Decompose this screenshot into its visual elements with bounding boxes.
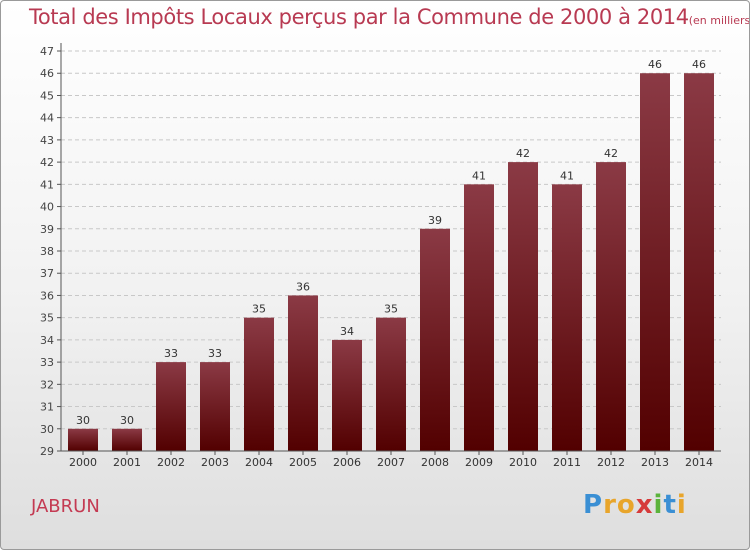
value-label-2001: 30 (120, 414, 134, 427)
x-tick-label-2012: 2012 (597, 456, 625, 469)
x-tick-label-2014: 2014 (685, 456, 713, 469)
y-tick-label-30: 30 (40, 423, 54, 436)
y-tick-label-44: 44 (40, 112, 54, 125)
y-tick-label-42: 42 (40, 156, 54, 169)
x-tick-label-2001: 2001 (113, 456, 141, 469)
y-tick-label-41: 41 (40, 178, 54, 191)
bar-2006 (332, 339, 362, 451)
bar-2000 (68, 428, 98, 451)
value-label-2013: 46 (648, 58, 662, 71)
y-tick-label-40: 40 (40, 201, 54, 214)
bar-2010 (508, 162, 538, 451)
chart-title: Total des Impôts Locaux perçus par la Co… (29, 5, 750, 29)
x-tick-label-2003: 2003 (201, 456, 229, 469)
x-tick-label-2005: 2005 (289, 456, 317, 469)
logo-letter: P (583, 490, 604, 520)
y-tick-label-43: 43 (40, 134, 54, 147)
y-tick-label-47: 47 (40, 45, 54, 58)
bar-2001 (112, 428, 142, 451)
bar-2014 (684, 73, 714, 451)
y-tick-label-38: 38 (40, 245, 54, 258)
commune-name: JABRUN (31, 496, 100, 517)
value-label-2002: 33 (164, 347, 178, 360)
logo-letter: i (653, 490, 664, 520)
bar-2003 (200, 362, 230, 451)
bar-2002 (156, 362, 186, 451)
logo-letter: x (635, 490, 654, 520)
value-label-2000: 30 (76, 414, 90, 427)
value-label-2006: 34 (340, 325, 354, 338)
axes (57, 43, 721, 455)
labels: 29 30 31 32 33 34 35 36 37 38 39 40 41 42 43 44 45 46 47 30… (40, 45, 713, 469)
y-tick-label-33: 33 (40, 356, 54, 369)
x-tick-label-2007: 2007 (377, 456, 405, 469)
x-tick-label-2004: 2004 (245, 456, 273, 469)
value-label-2012: 42 (604, 147, 618, 160)
y-tick-label-35: 35 (40, 312, 54, 325)
value-label-2014: 46 (692, 58, 706, 71)
x-tick-label-2008: 2008 (421, 456, 449, 469)
x-tick-label-2009: 2009 (465, 456, 493, 469)
value-label-2007: 35 (384, 303, 398, 316)
logo-letter: t (663, 490, 677, 520)
y-tick-label-34: 34 (40, 334, 54, 347)
x-tick-label-2002: 2002 (157, 456, 185, 469)
bar-2008 (420, 228, 450, 451)
bar-2012 (596, 162, 626, 451)
y-tick-label-37: 37 (40, 267, 54, 280)
value-label-2003: 33 (208, 347, 222, 360)
y-tick-label-36: 36 (40, 289, 54, 302)
logo-letter: i (676, 490, 687, 520)
bar-2011 (552, 184, 582, 452)
bar-2009 (464, 184, 494, 452)
bar-2005 (288, 295, 318, 451)
x-tick-label-2010: 2010 (509, 456, 537, 469)
value-label-2005: 36 (296, 280, 310, 293)
y-tick-label-39: 39 (40, 223, 54, 236)
value-label-2009: 41 (472, 169, 486, 182)
y-tick-label-45: 45 (40, 89, 54, 102)
value-label-2010: 42 (516, 147, 530, 160)
y-tick-label-46: 46 (40, 67, 54, 80)
bar-2013 (640, 73, 670, 451)
x-tick-label-2006: 2006 (333, 456, 361, 469)
x-tick-label-2013: 2013 (641, 456, 669, 469)
y-tick-label-29: 29 (40, 445, 54, 458)
chart-title-text: Total des Impôts Locaux perçus par la Co… (29, 5, 689, 29)
y-tick-label-31: 31 (40, 401, 54, 414)
bar-2007 (376, 317, 406, 451)
logo-letter: o (616, 490, 636, 520)
bars (68, 73, 714, 452)
proxiti-logo: Proxiti (583, 490, 687, 520)
value-label-2011: 41 (560, 169, 574, 182)
value-label-2008: 39 (428, 214, 442, 227)
chart-title-unit: (en milliers d'€) (688, 14, 750, 27)
y-tick-label-32: 32 (40, 378, 54, 391)
x-tick-label-2011: 2011 (553, 456, 581, 469)
value-label-2004: 35 (252, 303, 266, 316)
bar-2004 (244, 317, 274, 451)
x-tick-label-2000: 2000 (69, 456, 97, 469)
logo-letter: r (603, 490, 617, 520)
